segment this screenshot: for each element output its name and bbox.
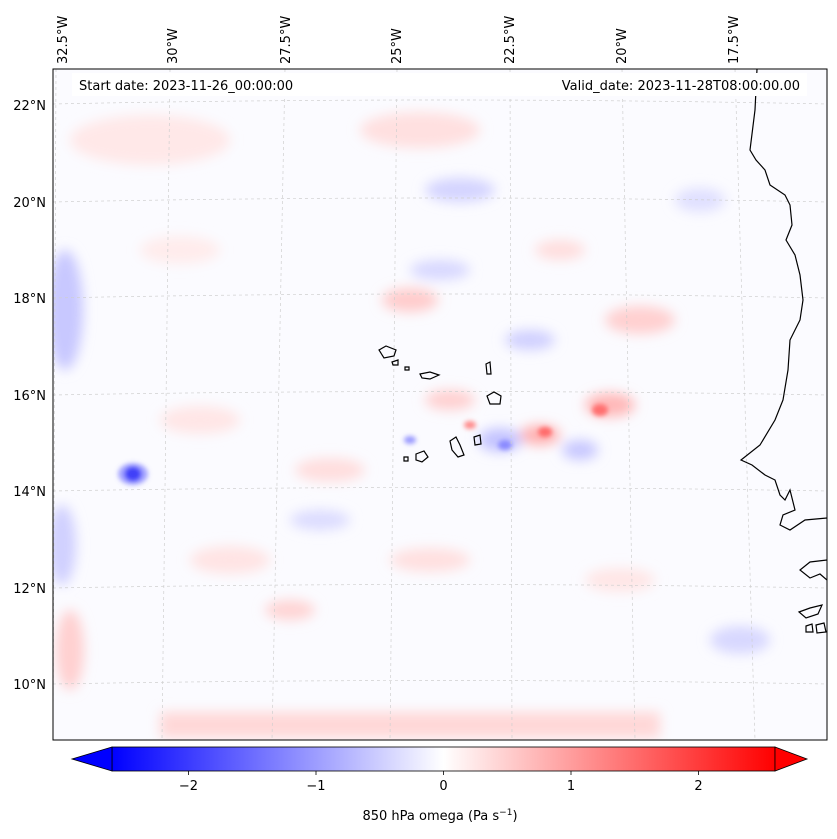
latitude-labels: 22°N 20°N 18°N 16°N 14°N 12°N 10°N [13,99,46,693]
annotation-strip [72,73,807,96]
colorbar: −2 −1 0 1 2 850 hPa omega (Pa s−1) [70,746,809,824]
africa-coast-south [799,559,827,581]
colorbar-extend-max [774,746,809,772]
bijagos-islet-1 [805,623,814,633]
start-date-label: Start date: 2023-11-26_00:00:00 [79,79,293,94]
island-sal [485,361,492,375]
bijagos-islet-2 [815,622,827,634]
colorbar-tick-label: 1 [567,779,575,794]
colorbar-label-close: ) [512,809,517,824]
colorbar-label: 850 hPa omega (Pa s−1) [362,808,517,824]
island-boa-vista [486,391,502,405]
colorbar-label-exponent: −1 [499,808,512,818]
colorbar-label-text: 850 hPa omega (Pa s [362,809,499,824]
lon-label-5: 20°W [615,28,630,64]
island-sao-nicolau [419,371,441,380]
island-fogo [415,450,429,463]
valid-date-label: Valid_date: 2023-11-28T08:00:00.00 [562,79,800,94]
lat-label-2: 18°N [13,292,46,307]
colorbar-ticks: −2 −1 0 1 2 [179,771,703,794]
lat-label-1: 20°N [13,196,46,211]
lat-label-0: 22°N [13,99,46,114]
colorbar-body [111,746,776,772]
island-santiago [449,436,465,458]
colorbar-tick-label: −1 [306,779,325,794]
africa-coast [739,69,827,531]
lat-label-6: 10°N [13,678,46,693]
lon-label-0: 32.5°W [56,16,71,64]
omega-field [53,112,770,738]
island-santa-luzia [404,366,410,371]
island-sao-vicente [391,359,399,366]
lon-label-3: 25°W [390,28,405,64]
omega-field-fine [118,404,608,485]
lon-label-2: 27.5°W [279,16,294,64]
coastline [378,69,827,634]
colorbar-extend-min [70,746,113,772]
lat-label-4: 14°N [13,485,46,500]
longitude-labels: 32.5°W 30°W 27.5°W 25°W 22.5°W 20°W 17.5… [56,16,742,64]
lat-label-5: 12°N [13,582,46,597]
lat-label-3: 16°N [13,389,46,404]
island-brava [403,456,409,462]
colorbar-tick-label: 0 [439,779,447,794]
island-maio [473,434,482,446]
lon-label-6: 17.5°W [727,16,742,64]
island-santo-antao [378,345,397,359]
lon-label-4: 22.5°W [503,16,518,64]
map-panel [53,69,827,740]
map-frame [52,68,828,741]
colorbar-tick-label: 2 [694,779,702,794]
bijagos-coast [797,604,824,619]
lon-label-1: 30°W [166,28,181,64]
colorbar-tick-label: −2 [179,779,198,794]
